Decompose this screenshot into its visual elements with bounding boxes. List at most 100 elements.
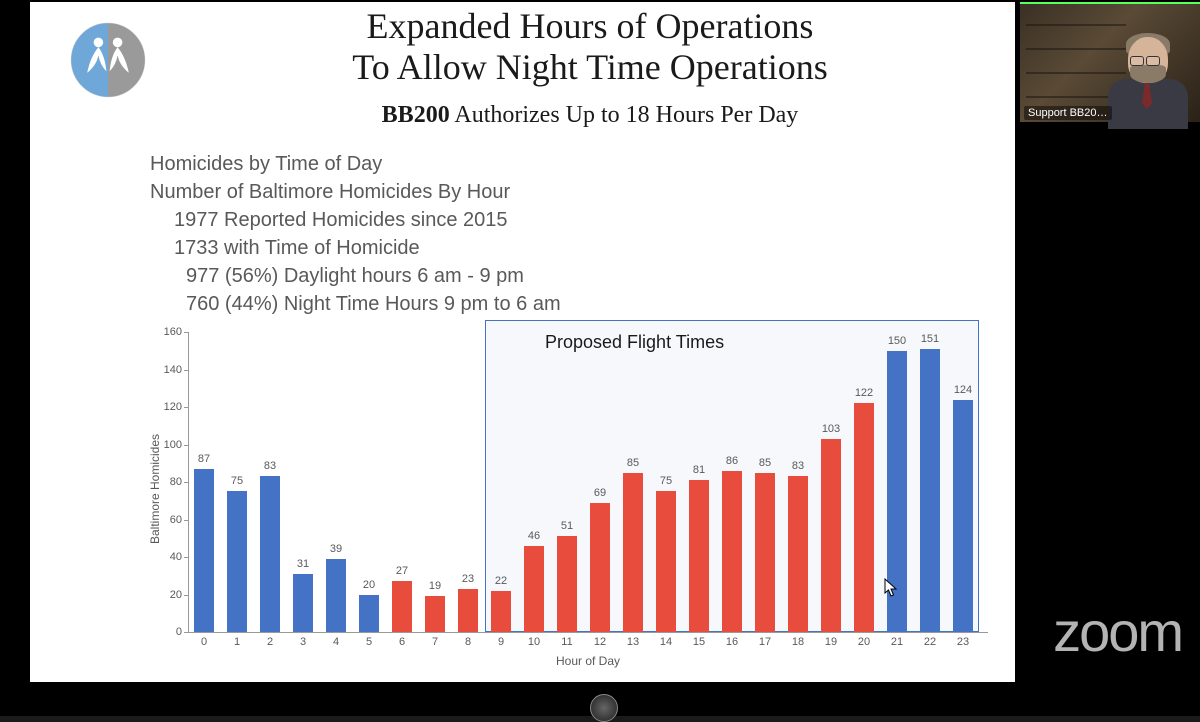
bar: 75 [656,491,676,632]
x-tick-label: 8 [458,636,478,648]
x-tick-label: 22 [920,636,940,648]
y-tick-label: 140 [148,364,182,376]
bar-value-label: 69 [584,487,616,499]
bar-value-label: 22 [485,575,517,587]
bar-value-label: 124 [947,384,979,396]
bar-value-label: 51 [551,520,583,532]
bar-value-label: 81 [683,464,715,476]
x-tick-label: 13 [623,636,643,648]
y-tick-label: 120 [148,401,182,413]
y-tick [184,482,188,483]
bar: 86 [722,471,742,632]
bar-value-label: 85 [617,457,649,469]
x-tick-label: 18 [788,636,808,648]
bar-value-label: 150 [881,335,913,347]
info-line: 977 (56%) Daylight hours 6 am - 9 pm [150,262,561,290]
bar: 85 [755,473,775,632]
x-tick-label: 7 [425,636,445,648]
x-tick-label: 20 [854,636,874,648]
subtitle-bold: BB200 [382,102,450,128]
bar-value-label: 86 [716,455,748,467]
y-tick [184,520,188,521]
x-tick-label: 19 [821,636,841,648]
homicides-bar-chart: Baltimore Homicides Hour of Day Proposed… [148,332,998,672]
bar: 75 [227,491,247,632]
bar-value-label: 122 [848,387,880,399]
bar-value-label: 31 [287,558,319,570]
y-tick-label: 40 [148,551,182,563]
x-tick-label: 6 [392,636,412,648]
x-tick-label: 16 [722,636,742,648]
info-line: Homicides by Time of Day [150,150,561,178]
webcam-thumbnail[interactable]: Support BB20… [1020,2,1200,122]
x-tick-label: 11 [557,636,577,648]
slide-title: Expanded Hours of Operations To Allow Ni… [190,6,990,89]
bar-value-label: 85 [749,457,781,469]
seal-icon [590,694,618,722]
bar-value-label: 83 [782,460,814,472]
bar-value-label: 83 [254,460,286,472]
info-line: 1733 with Time of Homicide [150,234,561,262]
zoom-watermark: zoom [1053,599,1182,664]
title-line-1: Expanded Hours of Operations [367,6,814,46]
y-tick-label: 60 [148,514,182,526]
x-tick-label: 23 [953,636,973,648]
info-line: 1977 Reported Homicides since 2015 [150,206,561,234]
bar-value-label: 20 [353,579,385,591]
y-tick [184,370,188,371]
x-tick-label: 0 [194,636,214,648]
slide-subtitle: BB200 Authorizes Up to 18 Hours Per Day [190,102,990,129]
bottom-bar [0,700,1200,716]
bar: 46 [524,546,544,632]
y-tick-label: 20 [148,589,182,601]
x-tick-label: 21 [887,636,907,648]
y-tick-label: 160 [148,326,182,338]
annotation-label: Proposed Flight Times [545,332,724,353]
bar-value-label: 46 [518,530,550,542]
bar-value-label: 75 [221,475,253,487]
video-frame: Expanded Hours of Operations To Allow Ni… [0,0,1200,700]
bar: 69 [590,503,610,632]
info-block: Homicides by Time of DayNumber of Baltim… [150,150,561,318]
y-tick [184,407,188,408]
bar: 83 [260,476,280,632]
info-line: Number of Baltimore Homicides By Hour [150,178,561,206]
x-tick-label: 17 [755,636,775,648]
bar: 39 [326,559,346,632]
bar: 23 [458,589,478,632]
y-tick-label: 100 [148,439,182,451]
bar: 31 [293,574,313,632]
webcam-person [1102,27,1192,122]
org-logo [68,20,148,100]
y-axis-line [188,332,189,632]
y-tick [184,632,188,633]
x-tick-label: 9 [491,636,511,648]
y-tick [184,595,188,596]
y-tick-label: 0 [148,626,182,638]
bar: 83 [788,476,808,632]
bar: 103 [821,439,841,632]
x-tick-label: 12 [590,636,610,648]
info-line: 760 (44%) Night Time Hours 9 pm to 6 am [150,290,561,318]
webcam-name-label: Support BB20… [1024,106,1112,120]
bar-value-label: 103 [815,423,847,435]
bar: 81 [689,480,709,632]
bar-value-label: 19 [419,580,451,592]
bar: 151 [920,349,940,632]
bar-value-label: 75 [650,475,682,487]
bar: 122 [854,403,874,632]
y-tick [184,332,188,333]
x-tick-label: 14 [656,636,676,648]
bar: 87 [194,469,214,632]
x-tick-label: 3 [293,636,313,648]
presentation-slide: Expanded Hours of Operations To Allow Ni… [30,2,1015,682]
x-tick-label: 4 [326,636,346,648]
y-tick-label: 80 [148,476,182,488]
bar: 22 [491,591,511,632]
bar: 85 [623,473,643,632]
bar-value-label: 39 [320,543,352,555]
y-tick [184,557,188,558]
bar: 20 [359,595,379,633]
subtitle-rest: Authorizes Up to 18 Hours Per Day [450,102,799,128]
bar: 51 [557,536,577,632]
